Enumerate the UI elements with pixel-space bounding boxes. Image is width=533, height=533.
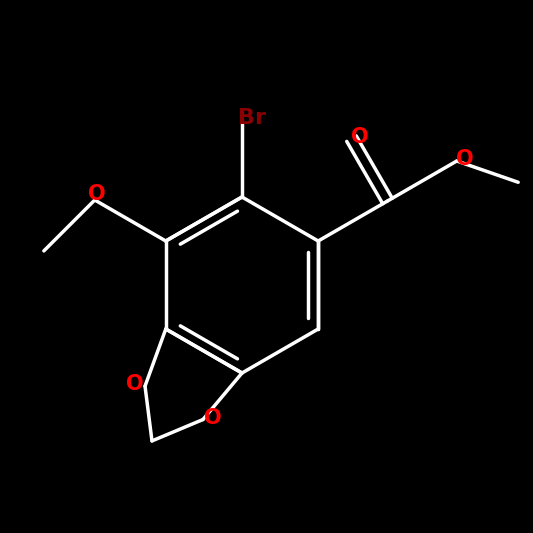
Text: O: O	[204, 408, 222, 427]
Text: O: O	[351, 127, 368, 147]
Text: Br: Br	[238, 108, 266, 128]
Text: O: O	[88, 184, 106, 204]
Text: O: O	[456, 149, 474, 169]
Text: O: O	[126, 374, 144, 394]
